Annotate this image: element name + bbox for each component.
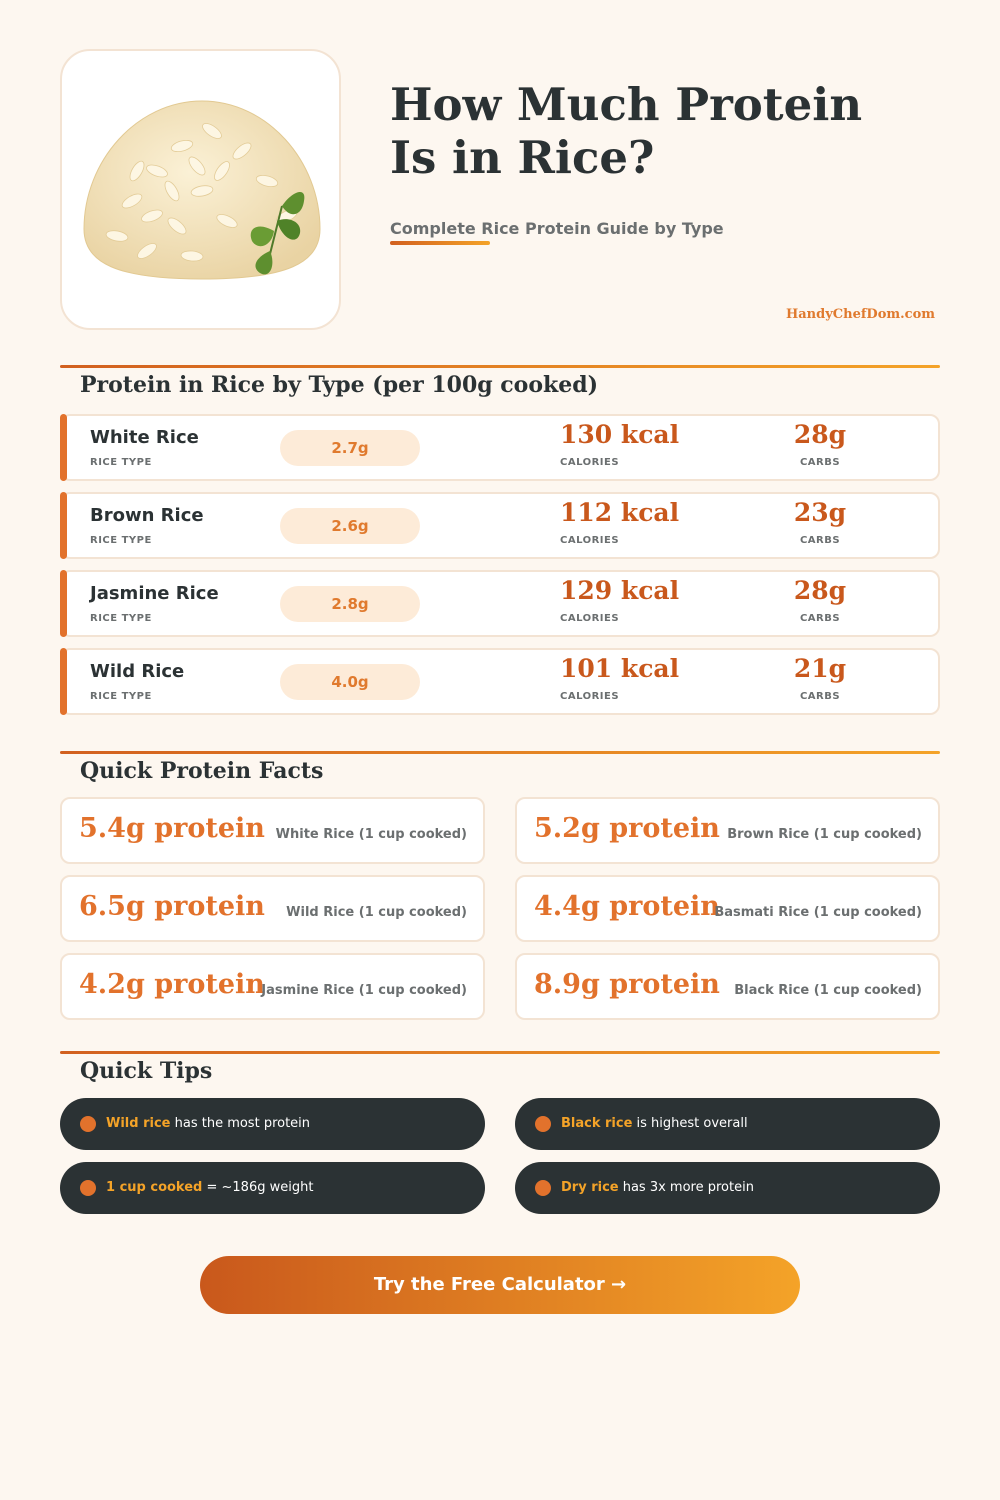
- rice-bowl-icon: [83, 100, 321, 280]
- rice-type-label: RICE TYPE: [90, 691, 152, 702]
- bullet-dot-icon: [80, 1116, 96, 1132]
- bullet-dot-icon: [80, 1180, 96, 1196]
- fact-label: Wild Rice (1 cup cooked): [286, 905, 467, 920]
- rice-type-table: White Rice RICE TYPE 2.7g 130 kcal CALOR…: [60, 414, 940, 726]
- fact-card: 4.2g protein Jasmine Rice (1 cup cooked): [60, 953, 485, 1020]
- calories-value: 129 kcal: [560, 576, 680, 605]
- calories-label: CALORIES: [560, 691, 620, 702]
- fact-label: White Rice (1 cup cooked): [275, 827, 467, 842]
- parsley-icon: [250, 191, 305, 275]
- rice-type-label: RICE TYPE: [90, 535, 152, 546]
- fact-label: Jasmine Rice (1 cup cooked): [261, 983, 467, 998]
- fact-card: 5.2g protein Brown Rice (1 cup cooked): [515, 797, 940, 864]
- tip-highlight: 1 cup cooked: [106, 1180, 203, 1195]
- protein-badge: 4.0g: [280, 664, 420, 700]
- calories-label: CALORIES: [560, 613, 620, 624]
- table-row: Jasmine Rice RICE TYPE 2.8g 129 kcal CAL…: [60, 570, 940, 637]
- hero-image-card: [60, 49, 341, 330]
- fact-card: 8.9g protein Black Rice (1 cup cooked): [515, 953, 940, 1020]
- tip-highlight: Black rice: [561, 1116, 633, 1131]
- page-title: How Much Protein Is in Rice?: [390, 78, 950, 184]
- carbs-label: CARBS: [799, 691, 841, 702]
- facts-section-title: Quick Protein Facts: [80, 758, 324, 784]
- carbs-label: CARBS: [799, 457, 841, 468]
- rice-type-label: RICE TYPE: [90, 457, 152, 468]
- title-line-2: Is in Rice?: [390, 131, 655, 184]
- tip-item: Dry rice has 3x more protein: [515, 1162, 940, 1214]
- section-divider: [60, 1051, 940, 1054]
- bullet-dot-icon: [535, 1180, 551, 1196]
- fact-card: 5.4g protein White Rice (1 cup cooked): [60, 797, 485, 864]
- tip-text: has the most protein: [170, 1116, 311, 1131]
- fact-protein-value: 5.4g protein: [79, 813, 265, 844]
- fact-label: Basmati Rice (1 cup cooked): [714, 905, 922, 920]
- fact-protein-value: 4.4g protein: [534, 891, 720, 922]
- calories-value: 112 kcal: [560, 498, 680, 527]
- row-accent-bar: [60, 414, 67, 481]
- protein-badge: 2.8g: [280, 586, 420, 622]
- tip-item: Wild rice has the most protein: [60, 1098, 485, 1150]
- rice-name: White Rice: [90, 427, 199, 448]
- calories-value: 101 kcal: [560, 654, 680, 683]
- tip-text: has 3x more protein: [618, 1180, 754, 1195]
- carbs-value: 28g: [793, 576, 847, 605]
- tip-highlight: Dry rice: [561, 1180, 619, 1195]
- rice-name: Jasmine Rice: [90, 583, 219, 604]
- fact-card: 4.4g protein Basmati Rice (1 cup cooked): [515, 875, 940, 942]
- tip-text: = ~186g weight: [202, 1180, 314, 1195]
- carbs-value: 23g: [793, 498, 847, 527]
- title-line-1: How Much Protein: [390, 78, 863, 131]
- calories-value: 130 kcal: [560, 420, 680, 449]
- section-divider: [60, 365, 940, 368]
- fact-protein-value: 5.2g protein: [534, 813, 720, 844]
- protein-badge: 2.6g: [280, 508, 420, 544]
- carbs-value: 28g: [793, 420, 847, 449]
- site-name-link[interactable]: HandyChefDom.com: [785, 307, 935, 322]
- carbs-value: 21g: [793, 654, 847, 683]
- calories-label: CALORIES: [560, 457, 620, 468]
- carbs-label: CARBS: [799, 613, 841, 624]
- table-row: Brown Rice RICE TYPE 2.6g 112 kcal CALOR…: [60, 492, 940, 559]
- subtitle-underline: [390, 241, 490, 245]
- tip-item: Black rice is highest overall: [515, 1098, 940, 1150]
- bullet-dot-icon: [535, 1116, 551, 1132]
- tip-item: 1 cup cooked = ~186g weight: [60, 1162, 485, 1214]
- rice-name: Brown Rice: [90, 505, 204, 526]
- fact-card: 6.5g protein Wild Rice (1 cup cooked): [60, 875, 485, 942]
- section-divider: [60, 751, 940, 754]
- row-accent-bar: [60, 492, 67, 559]
- rice-type-label: RICE TYPE: [90, 613, 152, 624]
- carbs-label: CARBS: [799, 535, 841, 546]
- tip-highlight: Wild rice: [106, 1116, 171, 1131]
- row-accent-bar: [60, 648, 67, 715]
- fact-protein-value: 6.5g protein: [79, 891, 265, 922]
- fact-protein-value: 8.9g protein: [534, 969, 720, 1000]
- protein-facts-grid: 5.4g protein White Rice (1 cup cooked) 5…: [60, 797, 940, 1020]
- rice-name: Wild Rice: [90, 661, 185, 682]
- table-row: Wild Rice RICE TYPE 4.0g 101 kcal CALORI…: [60, 648, 940, 715]
- row-accent-bar: [60, 570, 67, 637]
- fact-label: Brown Rice (1 cup cooked): [727, 827, 922, 842]
- free-calculator-button[interactable]: Try the Free Calculator →: [200, 1256, 800, 1314]
- protein-badge: 2.7g: [280, 430, 420, 466]
- page-subtitle: Complete Rice Protein Guide by Type: [390, 219, 724, 238]
- table-section-title: Protein in Rice by Type (per 100g cooked…: [80, 372, 599, 398]
- fact-label: Black Rice (1 cup cooked): [734, 983, 922, 998]
- quick-tips-grid: Wild rice has the most protein Black ric…: [60, 1098, 940, 1214]
- fact-protein-value: 4.2g protein: [79, 969, 265, 1000]
- table-row: White Rice RICE TYPE 2.7g 130 kcal CALOR…: [60, 414, 940, 481]
- calories-label: CALORIES: [560, 535, 620, 546]
- tip-text: is highest overall: [632, 1116, 748, 1131]
- tips-section-title: Quick Tips: [80, 1058, 213, 1084]
